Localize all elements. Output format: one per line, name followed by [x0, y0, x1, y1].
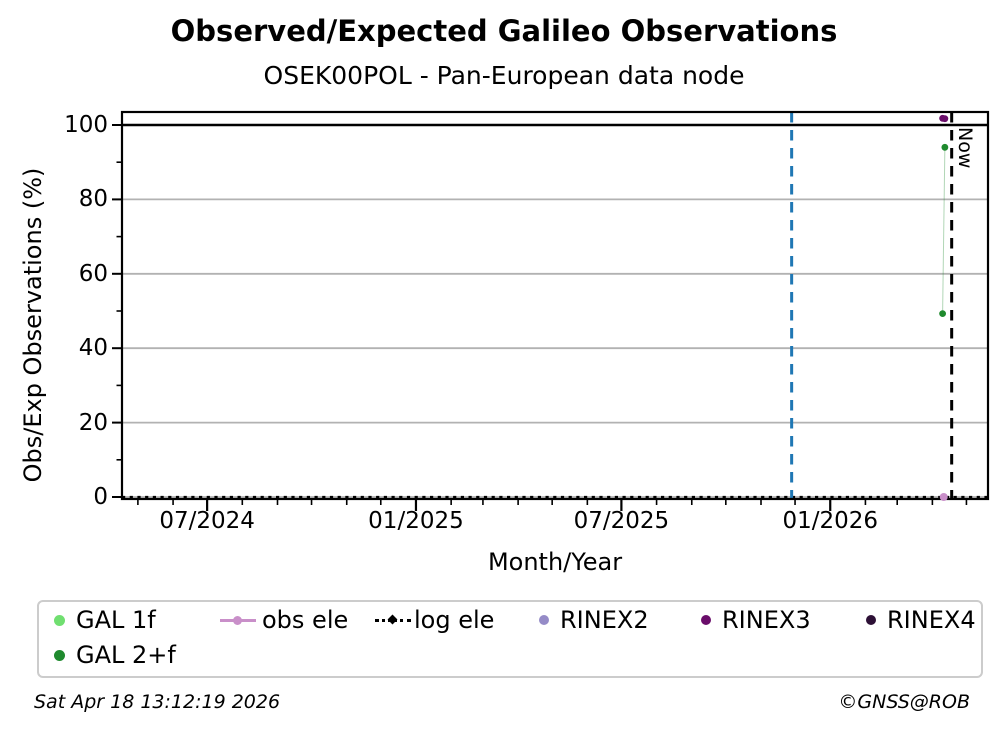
data-point-gal-2-f	[939, 310, 947, 318]
x-axis-label: Month/Year	[487, 548, 623, 576]
legend-item-rinex3: RINEX3	[701, 605, 811, 635]
chart-subtitle: OSEK00POL - Pan-European data node	[263, 61, 745, 90]
now-line-label: Now	[954, 127, 976, 169]
data-point-rinex3	[941, 115, 949, 123]
legend-dot-icon	[701, 615, 711, 625]
legend-item-gal-1f: GAL 1f	[54, 605, 156, 635]
data-point-obs-ele	[939, 493, 948, 501]
chart-title: Observed/Expected Galileo Observations	[170, 14, 838, 48]
legend-item-log-ele: log ele	[375, 605, 494, 635]
legend-dotted-diamond-icon	[375, 614, 411, 624]
legend-dot-icon	[539, 615, 549, 625]
legend-item-gal-2-f: GAL 2+f	[54, 640, 176, 670]
legend-line-dot-icon	[220, 615, 256, 625]
copyright-text: ©GNSS@ROB	[838, 691, 970, 713]
legend-label: RINEX4	[887, 606, 976, 634]
y-tick-label: 0	[93, 484, 108, 510]
y-tick-label: 40	[78, 335, 108, 362]
legend: GAL 1f obs ele log ele RINEX2 RINEX3 RINEX4 GA…	[37, 600, 983, 678]
x-tick-label: 07/2025	[573, 508, 670, 534]
legend-label: obs ele	[262, 606, 349, 634]
legend-dot-icon	[54, 614, 65, 626]
legend-label: RINEX3	[722, 606, 811, 634]
legend-dot-icon	[866, 615, 876, 625]
y-axis-label: Obs/Exp Observations (%)	[19, 167, 47, 483]
x-tick-label: 01/2026	[782, 508, 879, 534]
y-tick-label: 80	[78, 186, 108, 213]
y-tick-label: 60	[78, 260, 108, 287]
legend-item-rinex4: RINEX4	[866, 605, 976, 635]
data-point-gal-2-f	[941, 143, 949, 151]
legend-label: RINEX2	[560, 606, 649, 634]
x-tick-label: 07/2024	[159, 508, 255, 534]
legend-label: GAL 1f	[76, 606, 156, 634]
legend-dot-icon	[54, 649, 65, 661]
y-tick-label: 100	[64, 112, 108, 138]
x-tick-label: 01/2025	[368, 508, 464, 534]
legend-item-obs-ele: obs ele	[220, 605, 348, 635]
legend-label: log ele	[414, 606, 495, 634]
timestamp-text: Sat Apr 18 13:12:19 2026	[34, 691, 281, 713]
legend-item-rinex2: RINEX2	[539, 605, 649, 635]
legend-label: GAL 2+f	[76, 641, 176, 669]
y-tick-label: 20	[78, 409, 108, 436]
axes-frame	[120, 110, 990, 501]
series-connector-line	[942, 147, 946, 314]
